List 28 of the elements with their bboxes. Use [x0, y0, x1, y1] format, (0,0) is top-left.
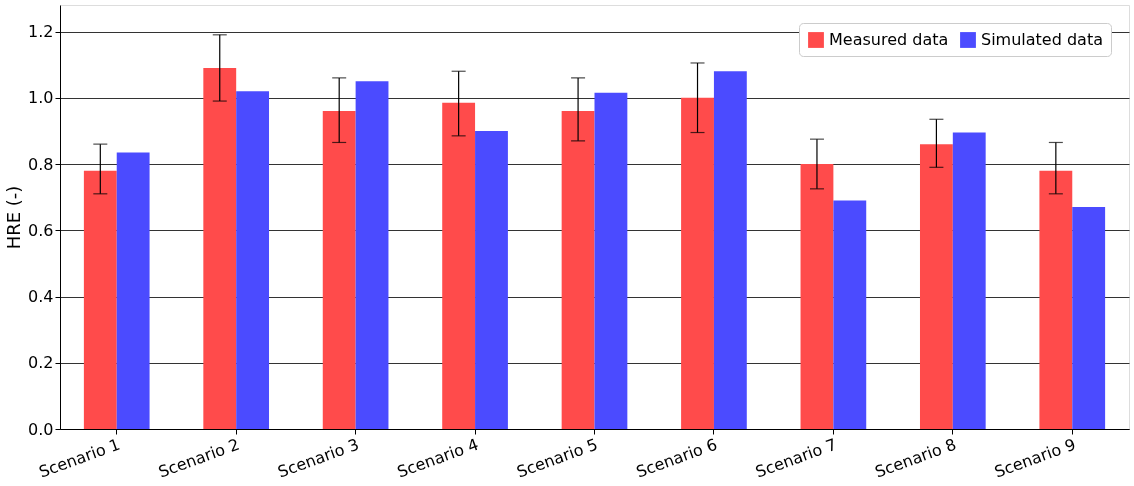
bar: [236, 91, 270, 429]
bar: [681, 97, 714, 429]
y-tick-label: 1.0: [28, 88, 54, 108]
bar: [116, 152, 150, 429]
bar: [1039, 170, 1073, 429]
legend-label: Measured data: [829, 30, 949, 49]
y-tick-label: 0.4: [28, 287, 54, 306]
bar: [952, 132, 986, 429]
legend-label: Simulated data: [981, 30, 1103, 49]
bar: [800, 164, 834, 429]
y-axis-title: HRE (-): [3, 185, 25, 250]
bar: [203, 67, 237, 429]
bar: [713, 71, 747, 429]
y-tick-label: 1.2: [28, 22, 54, 41]
y-tick-label: 0.0: [28, 419, 54, 439]
bar: [1072, 207, 1106, 429]
bar: [833, 200, 867, 429]
bar: [561, 111, 595, 429]
bar: [594, 92, 628, 429]
y-tick-label: 0.2: [28, 353, 54, 373]
bar: [83, 170, 117, 429]
bar: [475, 130, 508, 429]
bar: [322, 111, 356, 429]
bar: [442, 102, 476, 429]
bar: [919, 144, 953, 429]
bar: [355, 81, 389, 429]
y-tick-label: 0.6: [28, 220, 54, 240]
y-tick-label: 0.8: [28, 154, 54, 174]
